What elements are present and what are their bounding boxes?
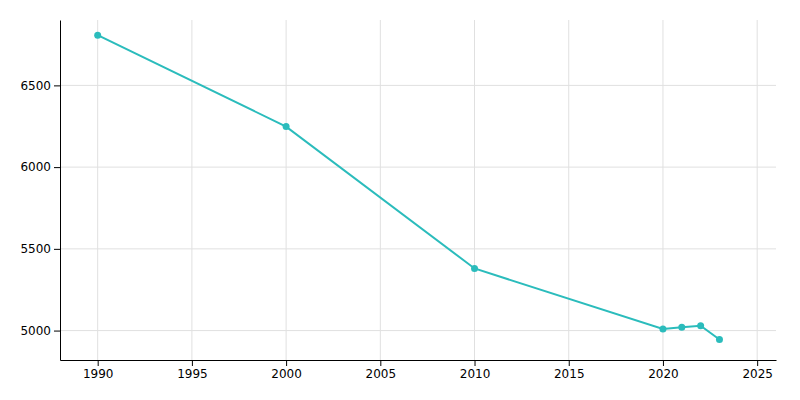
tick: 6500 bbox=[20, 79, 60, 93]
grid-line bbox=[60, 167, 776, 168]
tick-mark bbox=[54, 85, 60, 86]
point bbox=[716, 336, 723, 343]
tick-mark bbox=[98, 360, 99, 366]
tick-label: 2010 bbox=[460, 367, 491, 381]
y-axis: 5000 5500 6000 6500 bbox=[20, 21, 60, 361]
grid-line bbox=[568, 20, 569, 360]
grid-line bbox=[97, 20, 98, 360]
tick: 2000 bbox=[271, 360, 302, 381]
point bbox=[283, 123, 290, 130]
point bbox=[659, 325, 666, 332]
point bbox=[678, 324, 685, 331]
tick-mark bbox=[192, 360, 193, 366]
point bbox=[697, 322, 704, 329]
tick: 5000 bbox=[20, 324, 60, 338]
tick: 1990 bbox=[83, 360, 114, 381]
axis-line bbox=[60, 21, 61, 361]
tick: 6000 bbox=[20, 160, 60, 174]
tick-label: 5000 bbox=[20, 324, 51, 338]
grid-line bbox=[60, 248, 776, 249]
grid-line bbox=[286, 20, 287, 360]
tick-mark bbox=[475, 360, 476, 366]
tick: 2020 bbox=[648, 360, 679, 381]
grid-line bbox=[60, 85, 776, 86]
line bbox=[98, 35, 720, 339]
tick-mark bbox=[286, 360, 287, 366]
tick-mark bbox=[54, 167, 60, 168]
tick-label: 1990 bbox=[83, 367, 114, 381]
chart: 1990 1995 2000 2005 2010 2015 2020 2025 5000 5500… bbox=[0, 0, 800, 400]
grid-line bbox=[757, 20, 758, 360]
tick-label: 2020 bbox=[648, 367, 679, 381]
grid-line bbox=[474, 20, 475, 360]
tick-label: 2025 bbox=[742, 367, 773, 381]
tick-mark bbox=[380, 360, 381, 366]
grid-line bbox=[380, 20, 381, 360]
tick-label: 2000 bbox=[271, 367, 302, 381]
tick: 1995 bbox=[177, 360, 208, 381]
grid-line bbox=[191, 20, 192, 360]
tick-label: 6500 bbox=[20, 79, 51, 93]
tick-label: 5500 bbox=[20, 242, 51, 256]
tick: 5500 bbox=[20, 242, 60, 256]
marks bbox=[94, 32, 723, 343]
point bbox=[471, 265, 478, 272]
tick-mark bbox=[757, 360, 758, 366]
plot: 1990 1995 2000 2005 2010 2015 2020 2025 5000 5500… bbox=[20, 20, 776, 381]
tick-mark bbox=[569, 360, 570, 366]
x-axis: 1990 1995 2000 2005 2010 2015 2020 2025 bbox=[61, 360, 777, 381]
tick-mark bbox=[54, 249, 60, 250]
grid-line bbox=[662, 20, 663, 360]
grid-line bbox=[60, 330, 776, 331]
tick-label: 2015 bbox=[554, 367, 585, 381]
tick-label: 6000 bbox=[20, 160, 51, 174]
tick-mark bbox=[54, 331, 60, 332]
tick: 2025 bbox=[742, 360, 773, 381]
tick-mark bbox=[663, 360, 664, 366]
grid bbox=[60, 20, 776, 360]
tick-label: 1995 bbox=[177, 367, 208, 381]
tick: 2005 bbox=[366, 360, 397, 381]
point bbox=[94, 32, 101, 39]
tick-label: 2005 bbox=[366, 367, 397, 381]
axis-line bbox=[61, 360, 777, 361]
tick: 2015 bbox=[554, 360, 585, 381]
tick: 2010 bbox=[460, 360, 491, 381]
